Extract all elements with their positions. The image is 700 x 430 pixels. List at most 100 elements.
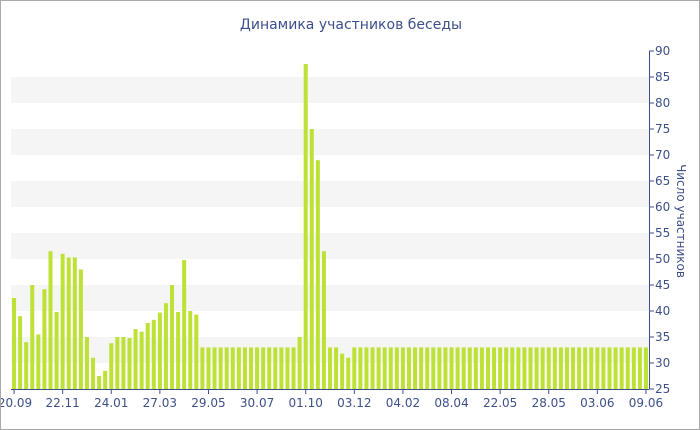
bar (297, 337, 302, 389)
bar (534, 347, 539, 389)
grid-band (11, 181, 649, 207)
bar (583, 347, 588, 389)
bar (121, 337, 126, 389)
x-tick-label: 27.03 (143, 396, 177, 410)
bar (595, 347, 600, 389)
bar (346, 357, 351, 389)
grid-bands (11, 77, 649, 363)
x-tick-label: 09.06 (629, 396, 663, 410)
bar (72, 257, 77, 389)
y-axis-label: Число участников (674, 164, 688, 278)
bar (291, 347, 296, 389)
y-tick-label: 75 (655, 122, 670, 136)
bar (145, 322, 150, 389)
bar (78, 269, 83, 389)
bar (200, 347, 205, 389)
x-tick-label: 22.05 (483, 396, 517, 410)
bar (394, 347, 399, 389)
bar (425, 347, 430, 389)
grid-band (11, 129, 649, 155)
x-tick-label: 03.12 (337, 396, 371, 410)
y-tick-label: 30 (655, 356, 670, 370)
bar (546, 347, 551, 389)
bar (48, 251, 53, 389)
bar (461, 347, 466, 389)
bar (370, 347, 375, 389)
y-tick-label: 85 (655, 70, 670, 84)
bar (455, 347, 460, 389)
x-tick-label: 20.09 (1, 396, 32, 410)
bar (255, 347, 260, 389)
bar (631, 347, 636, 389)
bar (115, 337, 120, 389)
bar (473, 347, 478, 389)
y-tick-label: 65 (655, 174, 670, 188)
bar (637, 347, 642, 389)
bar (589, 347, 594, 389)
y-tick-label: 35 (655, 330, 670, 344)
bar (625, 347, 630, 389)
bar (571, 347, 576, 389)
bar (364, 347, 369, 389)
x-tick-label: 03.06 (580, 396, 614, 410)
bar (267, 347, 272, 389)
bar (30, 285, 35, 389)
bar (340, 353, 345, 389)
bar (133, 329, 138, 389)
grid-band (11, 77, 649, 103)
bar (18, 316, 23, 389)
bar (613, 347, 618, 389)
bar (12, 298, 17, 389)
x-tick-label: 22.11 (45, 396, 79, 410)
bar (84, 337, 89, 389)
bar (643, 347, 648, 389)
bar (607, 347, 612, 389)
bar (36, 334, 41, 389)
bar (157, 312, 162, 389)
bar (66, 257, 71, 389)
bar (279, 347, 284, 389)
y-tick-label: 40 (655, 304, 670, 318)
bar (273, 347, 278, 389)
y-tick-label: 55 (655, 226, 670, 240)
bar (376, 347, 381, 389)
bar (321, 251, 326, 389)
y-tick-label: 90 (655, 44, 670, 58)
bar (224, 347, 229, 389)
bar (327, 347, 333, 389)
bar (443, 347, 448, 389)
bar (540, 347, 545, 389)
bar (163, 303, 168, 389)
bar (151, 319, 156, 389)
bar (285, 347, 290, 389)
chart-title: Динамика участников беседы (240, 17, 462, 33)
x-tick-label: 30.07 (240, 396, 274, 410)
bar (261, 347, 266, 389)
x-tick-label: 24.01 (94, 396, 128, 410)
bar (91, 357, 96, 389)
bar (60, 253, 65, 389)
grid-band (11, 285, 649, 311)
bar (552, 347, 557, 389)
bar (212, 347, 217, 389)
bar (182, 260, 187, 389)
bar (485, 347, 490, 389)
y-tick-label: 80 (655, 96, 670, 110)
bar (358, 347, 363, 389)
bar (170, 285, 175, 389)
bar (406, 347, 411, 389)
bar (24, 342, 29, 389)
bar (382, 347, 387, 389)
bar (97, 376, 102, 389)
bar (249, 347, 254, 389)
bar (522, 347, 527, 389)
bar (352, 347, 357, 389)
bar (431, 347, 436, 389)
x-tick-label: 29.05 (191, 396, 225, 410)
bar (388, 347, 393, 389)
grid-band (11, 233, 649, 259)
bar (601, 347, 606, 389)
bar (528, 347, 533, 389)
